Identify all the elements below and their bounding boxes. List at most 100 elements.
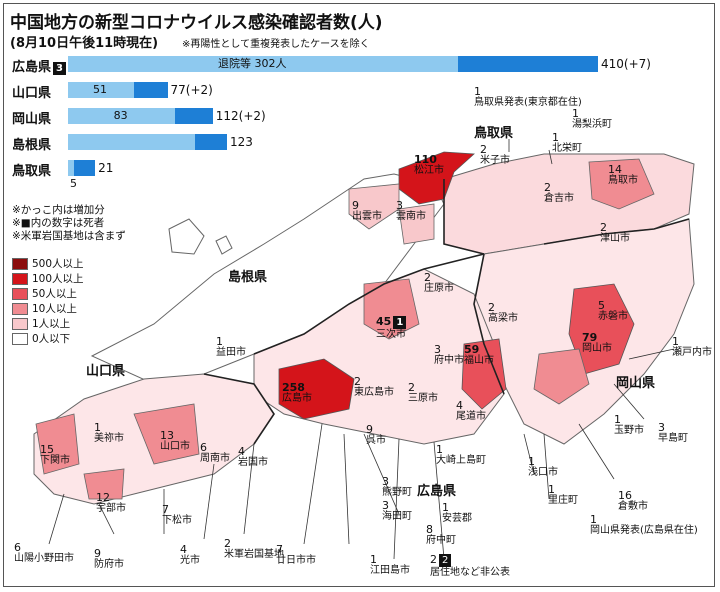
place-label-33: 12 宇部市 bbox=[96, 492, 126, 514]
place-label-4: 110 松江市 bbox=[414, 154, 444, 176]
bar-active-3 bbox=[194, 134, 227, 150]
place-count: 12 bbox=[96, 491, 110, 504]
place-count: 3 bbox=[434, 343, 441, 356]
legend-swatch bbox=[12, 332, 28, 345]
place-label-6: 2 倉吉市 bbox=[544, 182, 574, 204]
place-count: 258 bbox=[282, 381, 305, 394]
place-name: 尾道市 bbox=[456, 411, 486, 422]
place-name: 米子市 bbox=[480, 155, 510, 166]
place-count: 2 bbox=[480, 143, 487, 156]
place-count: 2 bbox=[408, 381, 415, 394]
place-count: 110 bbox=[414, 153, 437, 166]
legend-swatch bbox=[12, 257, 28, 270]
place-count: 2 bbox=[424, 271, 431, 284]
place-count: 3 bbox=[382, 499, 389, 512]
place-label-30: 1 玉野市 bbox=[614, 414, 644, 436]
map-notes: ※かっこ内は増加分 ※■内の数字は死者 ※米軍岩国基地は含まず bbox=[12, 204, 126, 243]
legend-label: 1人以上 bbox=[32, 318, 71, 330]
place-label-32: 15 下関市 bbox=[40, 444, 70, 466]
place-name: 高梁市 bbox=[488, 313, 518, 324]
pref-okayama: 岡山県 bbox=[616, 376, 656, 391]
legend-item-2: 50人以上 bbox=[12, 286, 77, 301]
ube-area bbox=[83, 468, 125, 500]
place-name: 美祢市 bbox=[94, 433, 124, 444]
place-count: 3 bbox=[396, 199, 403, 212]
place-name: 廿日市市 bbox=[276, 555, 316, 566]
place-count: 4 bbox=[180, 543, 187, 556]
place-count: 14 bbox=[608, 163, 622, 176]
place-name: 府中市 bbox=[434, 355, 464, 366]
place-label-26: 4 岩国市 bbox=[238, 446, 268, 468]
place-count: 5 bbox=[598, 299, 605, 312]
place-name: 宇部市 bbox=[96, 503, 126, 514]
place-name: 雲南市 bbox=[396, 211, 426, 222]
matsue-area bbox=[398, 151, 475, 205]
place-count: 1 bbox=[94, 421, 101, 434]
place-count: 9 bbox=[366, 423, 373, 436]
place-name: 倉吉市 bbox=[544, 193, 574, 204]
legend-label: 0人以下 bbox=[32, 333, 71, 345]
place-count: 1 bbox=[442, 501, 449, 514]
place-label-31: 3 早島町 bbox=[658, 422, 688, 444]
place-label-8: 3 雲南市 bbox=[396, 200, 426, 222]
place-name: 鳥取市 bbox=[608, 175, 638, 186]
place-name: 江田島市 bbox=[370, 565, 410, 576]
bar-total-1: 77(+2) bbox=[170, 83, 213, 97]
leader-lines bbox=[48, 139, 675, 560]
place-label-3: 2 米子市 bbox=[480, 144, 510, 166]
place-count: 4 bbox=[238, 445, 245, 458]
place-name: 海田町 bbox=[382, 511, 412, 522]
fukuyama-area bbox=[461, 338, 507, 410]
place-label-0: 1 鳥取県発表(東京都在住) bbox=[474, 86, 582, 108]
izumo-area bbox=[348, 183, 400, 230]
place-label-28: 1 大崎上島町 bbox=[436, 444, 486, 466]
place-name: 松江市 bbox=[414, 165, 444, 176]
bar-recovered-0 bbox=[68, 56, 459, 72]
place-label-15: 1 瀬戸内市 bbox=[672, 336, 712, 358]
bar-label-2: 岡山県 bbox=[12, 112, 52, 127]
place-label-25: 6 周南市 bbox=[200, 442, 230, 464]
place-label-35: 1 里庄町 bbox=[548, 484, 578, 506]
place-count: 7 bbox=[276, 543, 283, 556]
death-badge: 3 bbox=[53, 62, 66, 75]
map-figure: 中国地方の新型コロナウイルス感染確認者数(人) (8月10日午後11時現在) ※… bbox=[3, 3, 715, 587]
place-count: 1 bbox=[474, 85, 481, 98]
place-label-24: 13 山口市 bbox=[160, 430, 190, 452]
place-label-41: 1 岡山県発表(広島県在住) bbox=[590, 514, 698, 536]
as-of-time: (8月10日午後11時現在) bbox=[10, 36, 159, 51]
place-name: 下関市 bbox=[40, 455, 70, 466]
legend-label: 500人以上 bbox=[32, 258, 84, 270]
place-count: 4 bbox=[456, 399, 463, 412]
bar-total-3: 123 bbox=[230, 135, 253, 149]
bar-label-0: 広島県 3 bbox=[12, 56, 66, 75]
place-label-16: 1 益田市 bbox=[216, 336, 246, 358]
place-label-22: 4 尾道市 bbox=[456, 400, 486, 422]
place-name: 倉敷市 bbox=[618, 501, 648, 512]
place-label-2: 1 北栄町 bbox=[552, 132, 582, 154]
place-name: 東広島市 bbox=[354, 387, 394, 398]
bar-recovered-3 bbox=[68, 134, 195, 150]
map-title: 中国地方の新型コロナウイルス感染確認者数(人) bbox=[10, 13, 383, 33]
place-count: 1 bbox=[370, 553, 377, 566]
place-label-18: 59 福山市 bbox=[464, 344, 494, 366]
legend-item-5: 0人以下 bbox=[12, 331, 70, 346]
place-name: 呉市 bbox=[366, 435, 386, 446]
oki-islands bbox=[168, 218, 205, 255]
bar-recovered-2 bbox=[68, 108, 176, 124]
place-label-42: 6 山陽小野田市 bbox=[14, 542, 74, 564]
place-label-7: 9 出雲市 bbox=[352, 200, 382, 222]
bar-total-0: 410(+7) bbox=[601, 57, 651, 71]
place-count: 13 bbox=[160, 429, 174, 442]
place-count: 6 bbox=[14, 541, 21, 554]
place-label-23: 1 美祢市 bbox=[94, 422, 124, 444]
place-name: 周南市 bbox=[200, 453, 230, 464]
place-name: 出雲市 bbox=[352, 211, 382, 222]
death-badge: 1 bbox=[393, 316, 407, 329]
legend-label: 10人以上 bbox=[32, 303, 77, 315]
place-count: 2 bbox=[488, 301, 495, 314]
place-name: 山口市 bbox=[160, 441, 190, 452]
place-name: 岡山市 bbox=[582, 343, 612, 354]
bar-active-1 bbox=[133, 82, 168, 98]
place-name: 大崎上島町 bbox=[436, 455, 486, 466]
